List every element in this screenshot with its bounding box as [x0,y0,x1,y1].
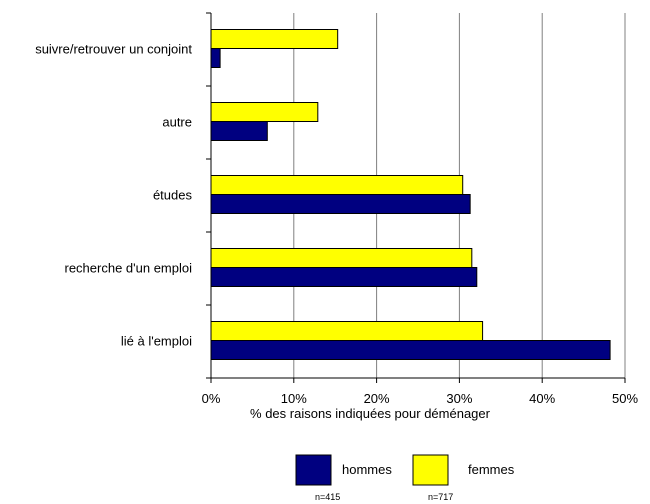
category-label: lié à l'emploi [121,334,192,349]
bar-femmes [210,175,464,195]
bar-femmes [210,29,339,49]
legend-swatch-femmes [412,454,449,486]
bar-hommes [210,194,471,214]
x-axis-title: % des raisons indiquées pour déménager [250,406,491,421]
axes [210,13,625,379]
x-tick-label: 30% [446,391,472,406]
x-tick-labels: 0% 10% 20% 30% 40% 50% [202,391,639,406]
x-tick-label: 10% [281,391,307,406]
legend-n-femmes: n=717 [428,492,453,502]
category-label: études [153,188,193,203]
bar-femmes [210,321,484,341]
category-labels: suivre/retrouver un conjoint autre études r… [35,42,192,349]
legend-swatch-hommes [295,454,332,486]
x-tick-label: 50% [612,391,638,406]
bar-hommes [210,267,478,287]
bar-hommes [210,48,221,68]
category-label: suivre/retrouver un conjoint [35,42,192,57]
x-tick-label: 40% [529,391,555,406]
bar-femmes [210,248,473,268]
legend-n-hommes: n=415 [315,492,340,502]
x-tick-label: 20% [364,391,390,406]
legend-label-hommes: hommes [342,462,392,477]
bar-femmes [210,102,319,122]
bar-hommes [210,340,611,360]
bars [210,29,611,360]
category-label: autre [162,115,192,130]
x-tick-label: 0% [202,391,221,406]
legend-label-femmes: femmes [468,462,515,477]
bar-hommes [210,121,268,141]
category-label: recherche d'un emploi [65,261,193,276]
legend: hommes n=415 femmes n=717 [295,454,515,502]
